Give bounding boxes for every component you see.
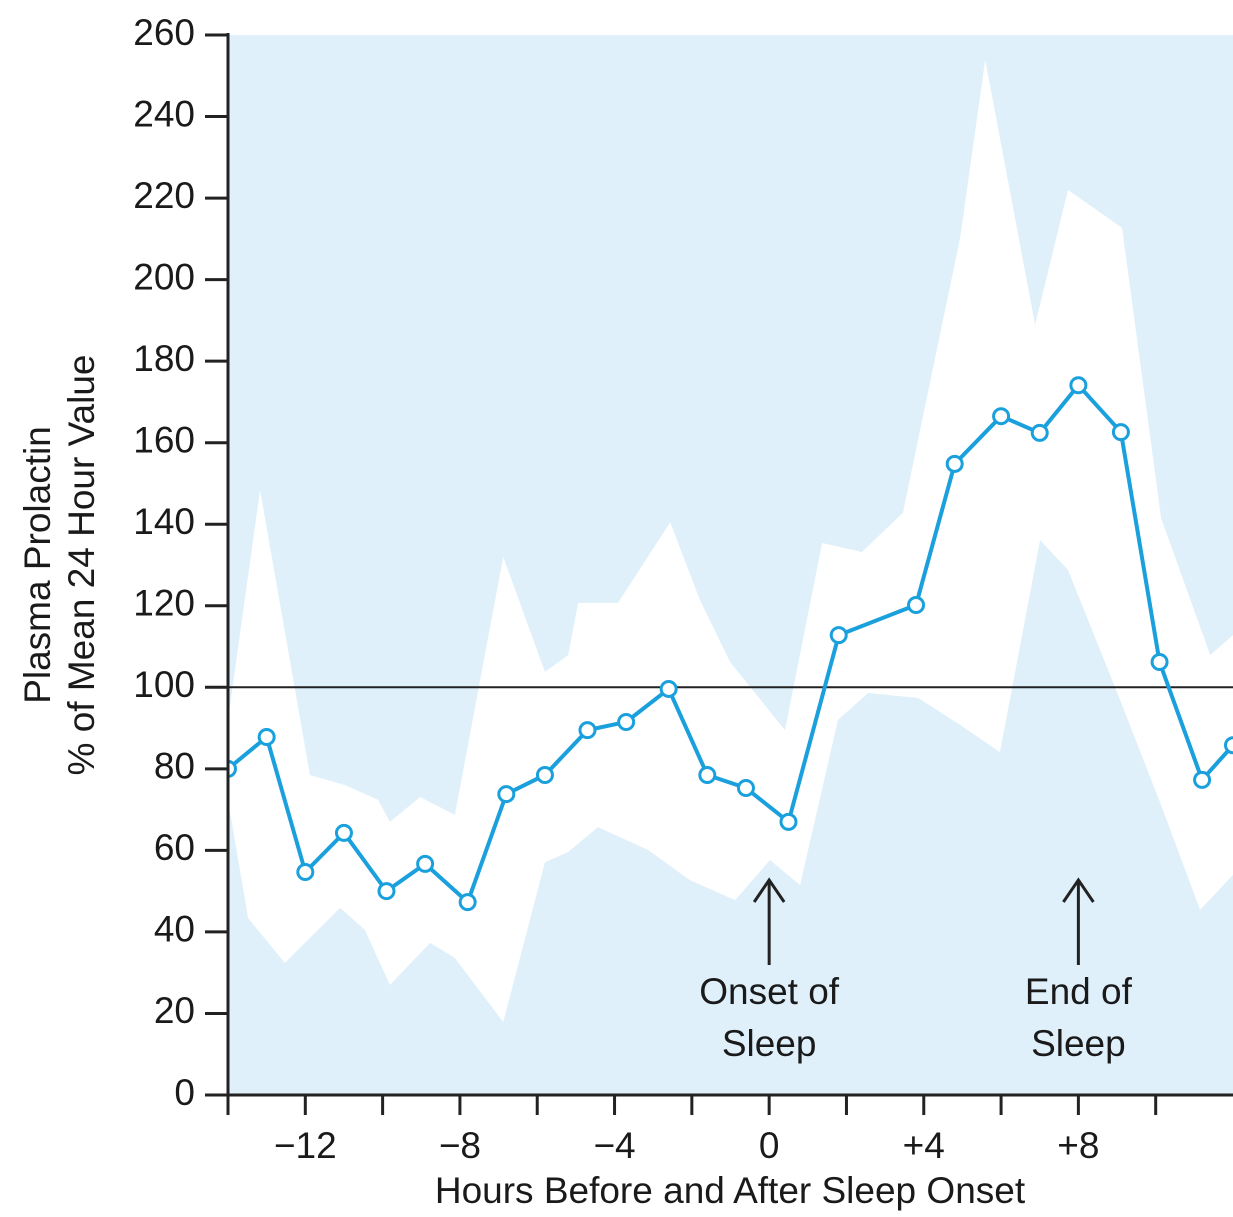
data-point <box>779 812 798 831</box>
data-point <box>736 779 755 798</box>
data-point <box>907 595 926 614</box>
x-tick-label: −4 <box>593 1125 635 1166</box>
data-point <box>1111 423 1130 442</box>
y-tick-label: 40 <box>154 909 195 950</box>
y-tick-label: 240 <box>133 93 195 134</box>
data-point <box>416 854 435 873</box>
y-tick-label: 80 <box>154 746 195 787</box>
data-point <box>535 765 554 784</box>
data-point <box>377 882 396 901</box>
data-point <box>578 721 597 740</box>
y-tick-label: 20 <box>154 990 195 1031</box>
annotation-text: End of <box>1025 971 1133 1012</box>
annotation-text: Sleep <box>1031 1023 1126 1064</box>
data-point <box>296 862 315 881</box>
y-tick-label: 100 <box>133 664 195 705</box>
data-point <box>1150 653 1169 672</box>
x-tick-label: 0 <box>759 1125 780 1166</box>
y-tick-label: 160 <box>133 419 195 460</box>
y-tick-label: 120 <box>133 583 195 624</box>
y-tick-label: 60 <box>154 827 195 868</box>
data-point <box>228 759 237 778</box>
data-point <box>829 626 848 645</box>
y-axis-label: % of Mean 24 Hour Value <box>61 355 102 776</box>
data-point <box>698 765 717 784</box>
annotation-arrowhead <box>1062 877 1095 903</box>
data-point <box>1224 736 1233 755</box>
data-point <box>617 712 636 731</box>
y-tick-label: 0 <box>174 1072 195 1113</box>
data-point <box>945 454 964 473</box>
data-point <box>458 893 477 912</box>
y-tick-label: 260 <box>133 12 195 53</box>
x-tick-label: −8 <box>439 1125 481 1166</box>
data-point <box>1069 376 1088 395</box>
x-tick-label: +8 <box>1057 1125 1099 1166</box>
data-point <box>992 407 1011 426</box>
y-tick-label: 220 <box>133 175 195 216</box>
y-axis-label: Plasma Prolactin <box>17 426 58 704</box>
data-point <box>1193 770 1212 789</box>
data-point <box>497 785 516 804</box>
x-tick-label: −12 <box>274 1125 337 1166</box>
y-tick-label: 200 <box>133 256 195 297</box>
band-lower <box>228 540 1233 1095</box>
data-point <box>659 679 678 698</box>
data-point <box>257 728 276 747</box>
annotation-arrowhead <box>752 877 786 903</box>
annotation-text: Sleep <box>722 1023 817 1064</box>
annotation-text: Onset of <box>699 971 840 1012</box>
plot-area <box>228 35 1233 1095</box>
y-tick-label: 140 <box>133 501 195 542</box>
data-point <box>334 823 353 842</box>
x-axis-label: Hours Before and After Sleep Onset <box>435 1170 1026 1211</box>
x-tick-label: +4 <box>903 1125 945 1166</box>
y-tick-label: 180 <box>133 338 195 379</box>
data-point <box>1030 423 1049 442</box>
